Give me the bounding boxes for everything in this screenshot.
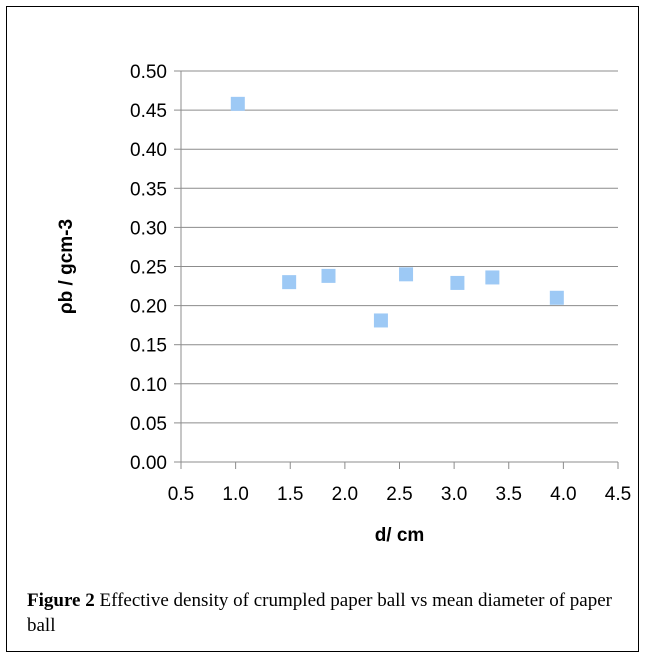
data-point [549, 290, 564, 305]
y-axis-title: ρb / gcm-3 [56, 219, 77, 314]
x-tick-label: 3.0 [441, 484, 467, 505]
y-tick-label: 0.10 [130, 375, 167, 396]
figure-caption: Figure 2 Effective density of crumpled p… [27, 588, 612, 638]
scatter-chart: 0.00 0.05 0.10 0.15 0.20 0.25 0.30 0.35 0.40 0.45… [56, 62, 631, 546]
data-point [230, 96, 245, 111]
x-tick-label: 2.5 [386, 484, 412, 505]
y-tick-label: 0.20 [130, 297, 167, 318]
data-point [282, 275, 297, 290]
y-tick-label: 0.35 [130, 179, 167, 200]
x-tick-label: 3.5 [496, 484, 522, 505]
figure-label: Figure 2 [27, 590, 95, 611]
grid-lines [181, 70, 618, 424]
x-tick-labels: 0.5 1.0 1.5 2.0 2.5 3.0 3.5 4.0 4.5 [168, 484, 631, 505]
y-tick-label: 0.40 [130, 140, 167, 161]
data-point [399, 267, 414, 282]
data-point [373, 313, 388, 328]
y-tick-label: 0.25 [130, 258, 167, 279]
figure-frame [6, 6, 639, 652]
data-points [230, 96, 564, 328]
y-tick-label: 0.30 [130, 218, 167, 239]
x-tick-label: 1.0 [222, 484, 248, 505]
y-tick-label: 0.50 [130, 62, 167, 83]
y-tick-label: 0.15 [130, 336, 167, 357]
x-tick-label: 4.5 [605, 484, 631, 505]
figure-caption-text: Effective density of crumpled paper ball… [27, 590, 612, 636]
y-tick-label: 0.05 [130, 414, 167, 435]
x-tick-label: 1.5 [277, 484, 303, 505]
data-point [450, 275, 465, 290]
y-tick-labels: 0.00 0.05 0.10 0.15 0.20 0.25 0.30 0.35 0.40 0.45… [130, 62, 167, 474]
y-tick-label: 0.00 [130, 453, 167, 474]
x-tick-label: 0.5 [168, 484, 194, 505]
data-point [485, 270, 500, 285]
axes [174, 70, 619, 469]
data-point [321, 268, 336, 283]
x-tick-label: 4.0 [550, 484, 576, 505]
y-tick-label: 0.45 [130, 101, 167, 122]
x-tick-label: 2.0 [332, 484, 358, 505]
x-axis-title: d/ cm [375, 525, 425, 546]
